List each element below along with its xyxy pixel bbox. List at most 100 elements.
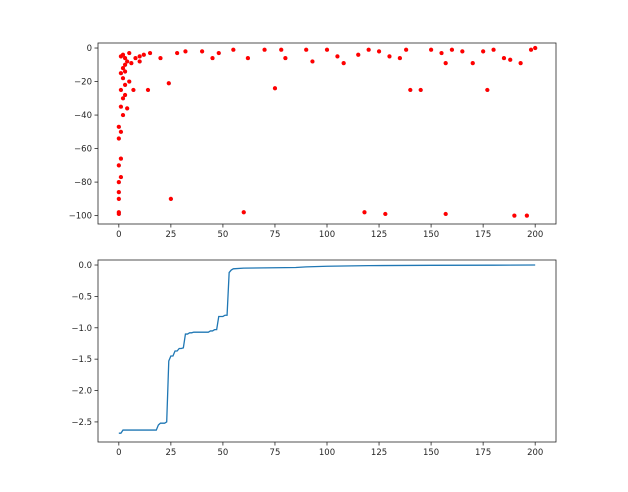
scatter-point xyxy=(168,196,173,201)
scatter-point xyxy=(481,49,486,54)
scatter-point xyxy=(485,87,490,93)
bottom-x-tick-label: 125 xyxy=(371,448,387,458)
scatter-point xyxy=(137,54,142,59)
scatter-point xyxy=(362,210,367,215)
bottom-x-tick-label: 25 xyxy=(165,448,176,458)
scatter-point xyxy=(533,45,538,51)
scatter-point xyxy=(118,156,123,161)
scatter-point xyxy=(116,190,121,195)
scatter-point xyxy=(366,47,371,52)
scatter-point xyxy=(175,50,180,56)
scatter-point xyxy=(512,213,517,218)
bottom-y-tick-label: 0.0 xyxy=(78,261,92,271)
bottom-x-tick-label: 100 xyxy=(319,448,335,458)
scatter-point xyxy=(460,49,465,54)
scatter-point xyxy=(118,71,123,76)
scatter-point xyxy=(120,52,126,57)
top-y-tick-label: −80 xyxy=(74,178,92,188)
bottom-y-tick-label: −1.0 xyxy=(71,324,92,334)
scatter-point xyxy=(158,55,163,61)
scatter-point xyxy=(418,87,423,93)
scatter-point xyxy=(245,55,250,61)
bottom-x-tick-label: 0 xyxy=(116,448,121,458)
scatter-point xyxy=(120,66,126,71)
scatter-point xyxy=(335,54,340,59)
bottom-x-tick-label: 150 xyxy=(423,448,439,458)
scatter-point xyxy=(449,47,455,52)
top-y-tick-label: −20 xyxy=(74,78,92,88)
scatter-point xyxy=(304,47,309,52)
scatter-point xyxy=(116,210,121,215)
scatter-point xyxy=(272,86,278,91)
scatter-point xyxy=(122,69,128,74)
scatter-point xyxy=(125,106,130,111)
scatter-point xyxy=(122,62,128,67)
scatter-point xyxy=(383,211,388,217)
scatter-point xyxy=(310,59,315,64)
scatter-point xyxy=(210,55,215,61)
scatter-point xyxy=(524,213,529,218)
scatter-point xyxy=(387,54,392,59)
scatter-point xyxy=(125,59,130,64)
bottom-x-tick-label: 75 xyxy=(270,448,281,458)
top-points xyxy=(116,45,538,218)
scatter-point xyxy=(241,210,246,215)
top-x-tick-label: 200 xyxy=(527,230,543,240)
bottom-x-tick-label: 175 xyxy=(475,448,491,458)
scatter-point xyxy=(279,47,284,52)
top-x-tick-label: 175 xyxy=(475,230,491,240)
scatter-point xyxy=(470,61,475,66)
scatter-point xyxy=(145,87,151,93)
top-y-tick-label: −60 xyxy=(74,145,92,155)
scatter-point xyxy=(408,87,413,93)
top-y-tick-label: −40 xyxy=(74,111,92,121)
scatter-point xyxy=(120,112,126,118)
scatter-point xyxy=(141,52,146,57)
scatter-point xyxy=(131,87,136,93)
scatter-point xyxy=(518,61,523,66)
line-series xyxy=(118,264,536,434)
bottom-y-tick-label: −1.5 xyxy=(71,355,92,365)
scatter-point xyxy=(120,96,126,101)
scatter-point xyxy=(491,47,496,52)
scatter-point xyxy=(116,163,121,168)
scatter-point xyxy=(116,124,121,129)
bottom-y-tick-label: −0.5 xyxy=(71,292,92,302)
bottom-line-axes: 0 25 50 75 100 125 150 175 200 0.0 −0.5 −1.0 −1.5 −2.… xyxy=(71,259,557,458)
scatter-point xyxy=(120,76,126,81)
scatter-point xyxy=(166,81,171,86)
scatter-point xyxy=(231,47,236,52)
scatter-point xyxy=(122,92,128,98)
scatter-point xyxy=(216,50,221,56)
top-x-tick-label: 100 xyxy=(319,230,335,240)
top-x-tick-label: 50 xyxy=(217,230,228,240)
bottom-x-tick-label: 50 xyxy=(217,448,228,458)
scatter-point xyxy=(428,47,434,52)
bottom-y-tick-label: −2.0 xyxy=(71,387,92,397)
scatter-point xyxy=(133,55,138,61)
scatter-point xyxy=(356,52,361,57)
top-axes-frame xyxy=(97,42,557,225)
scatter-point xyxy=(116,196,121,201)
top-y-tick-label: −100 xyxy=(69,212,92,222)
bottom-x-tick-label: 200 xyxy=(527,448,543,458)
scatter-point xyxy=(443,61,448,66)
scatter-point xyxy=(118,87,123,93)
top-x-tick-label: 75 xyxy=(270,230,281,240)
bottom-y-tick-label: −2.5 xyxy=(71,418,92,428)
scatter-point xyxy=(122,82,128,87)
scatter-point xyxy=(118,104,123,109)
top-scatter-axes: 0 25 50 75 100 125 150 175 200 0 −20 −40 −60 −80 −100 xyxy=(69,42,557,240)
top-y-tick-label: 0 xyxy=(87,44,92,54)
bottom-axes-frame xyxy=(97,259,557,443)
scatter-point xyxy=(116,136,121,141)
scatter-point xyxy=(118,174,123,180)
scatter-point xyxy=(199,49,205,54)
scatter-point xyxy=(129,61,134,66)
scatter-point xyxy=(397,55,402,61)
scatter-point xyxy=(283,55,288,61)
scatter-point xyxy=(508,57,513,62)
scatter-point xyxy=(528,47,534,52)
top-x-tick-label: 150 xyxy=(423,230,439,240)
